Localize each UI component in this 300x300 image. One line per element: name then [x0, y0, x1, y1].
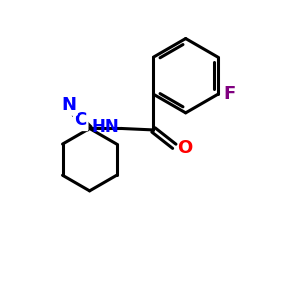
Text: HN: HN — [92, 118, 119, 136]
Text: N: N — [61, 96, 76, 114]
Text: O: O — [177, 139, 193, 157]
Text: F: F — [223, 85, 236, 103]
Text: C: C — [75, 112, 87, 130]
